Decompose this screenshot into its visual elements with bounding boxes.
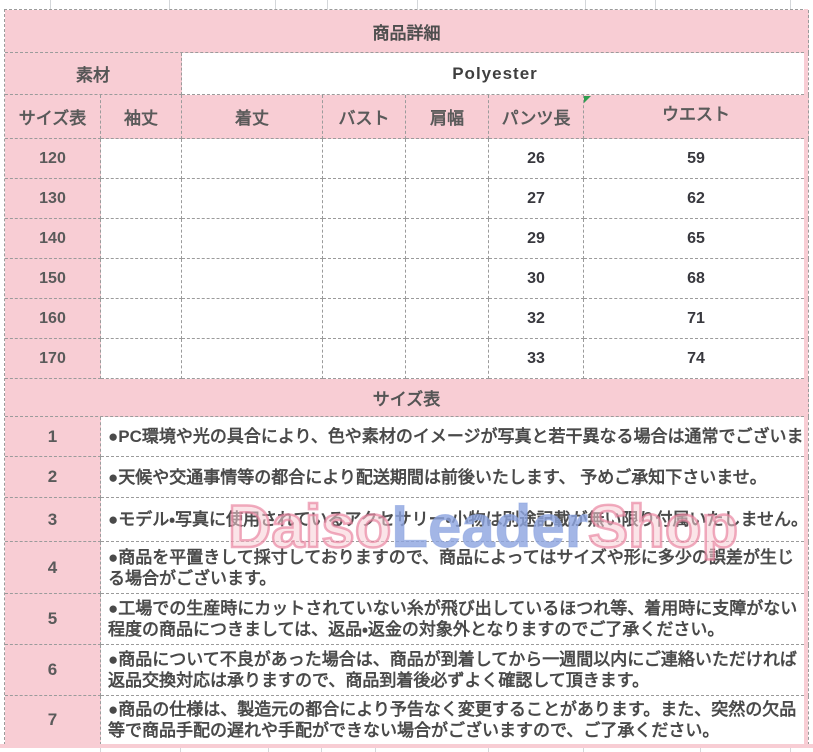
- size-label: 140: [5, 219, 101, 259]
- empty-cell: [101, 179, 182, 219]
- size-row-160: 160 32 71: [5, 299, 809, 339]
- note-row-5: 5 ●工場での生産時にカットされていない糸が飛び出しているほつれ等、着用時に支障…: [5, 594, 809, 645]
- waist-value: 74: [584, 339, 809, 379]
- note-text: ●商品を平置きして採寸しておりますので、商品によってはサイズや形に多少の誤差が生…: [101, 542, 809, 594]
- empty-cell: [406, 139, 489, 179]
- pants-length-value: 30: [489, 259, 584, 299]
- empty-cell: [101, 139, 182, 179]
- notes-banner-row: サイズ表: [5, 379, 809, 417]
- note-row-6: 6 ●商品について不良があった場合は、商品が到着してから一週間以内にご連絡いただ…: [5, 645, 809, 696]
- waist-value: 68: [584, 259, 809, 299]
- column-header-sleeve: 袖丈: [101, 95, 182, 139]
- empty-cell: [101, 339, 182, 379]
- pants-length-value: 27: [489, 179, 584, 219]
- waist-value: 71: [584, 299, 809, 339]
- empty-cell: [101, 299, 182, 339]
- empty-cell: [101, 259, 182, 299]
- empty-cell: [406, 299, 489, 339]
- column-header-pants: パンツ長: [489, 95, 584, 139]
- note-number: 7: [5, 696, 101, 745]
- column-header-shoulder: 肩幅: [406, 95, 489, 139]
- note-row-3: 3 ●モデル・写真に使用されているアクセサリー・小物は別途記載が無い限り付属いた…: [5, 498, 809, 542]
- size-label: 170: [5, 339, 101, 379]
- empty-cell: [406, 339, 489, 379]
- column-header-size: サイズ表: [5, 95, 101, 139]
- size-spec-table: 商品詳細 素材 Polyester サイズ表 袖丈 着丈 バスト 肩幅 パンツ長…: [4, 9, 809, 745]
- note-text: ●商品について不良があった場合は、商品が到着してから一週間以内にご連絡いただけれ…: [101, 645, 809, 696]
- spreadsheet-grid-bottom: [0, 748, 813, 752]
- note-number: 5: [5, 594, 101, 645]
- empty-cell: [182, 259, 323, 299]
- pants-length-value: 33: [489, 339, 584, 379]
- note-row-1: 1 ●PC環境や光の具合により、色や素材のイメージが写真と若干異なる場合は通常で…: [5, 417, 809, 457]
- waist-value: 62: [584, 179, 809, 219]
- empty-cell: [323, 139, 406, 179]
- note-number: 2: [5, 457, 101, 498]
- table-title-row: 商品詳細: [5, 10, 809, 53]
- note-number: 6: [5, 645, 101, 696]
- column-header-length: 着丈: [182, 95, 323, 139]
- empty-cell: [323, 179, 406, 219]
- empty-cell: [182, 219, 323, 259]
- size-row-170: 170 33 74: [5, 339, 809, 379]
- spreadsheet-grid-top: [0, 0, 813, 9]
- excel-error-marker-icon: [584, 96, 591, 103]
- empty-cell: [406, 259, 489, 299]
- note-row-4: 4 ●商品を平置きして採寸しておりますので、商品によってはサイズや形に多少の誤差…: [5, 542, 809, 594]
- empty-cell: [323, 219, 406, 259]
- table-bottom-band: [0, 744, 813, 748]
- note-text: ●工場での生産時にカットされていない糸が飛び出しているほつれ等、着用時に支障がな…: [101, 594, 809, 645]
- page-title: 商品詳細: [5, 10, 809, 53]
- note-text: ●天候や交通事情等の都合により配送期間は前後いたします、 予めご承知下さいませ。: [101, 457, 809, 498]
- empty-cell: [406, 179, 489, 219]
- column-header-bust: バスト: [323, 95, 406, 139]
- note-text: ●商品の仕様は、製造元の都合により予告なく変更することがあります。また、突然の欠…: [101, 696, 809, 745]
- size-label: 160: [5, 299, 101, 339]
- pants-length-value: 26: [489, 139, 584, 179]
- column-header-row: サイズ表 袖丈 着丈 バスト 肩幅 パンツ長 ウエスト: [5, 95, 809, 139]
- table-right-edge: [804, 9, 808, 744]
- size-row-120: 120 26 59: [5, 139, 809, 179]
- note-number: 3: [5, 498, 101, 542]
- empty-cell: [101, 219, 182, 259]
- empty-cell: [406, 219, 489, 259]
- size-label: 120: [5, 139, 101, 179]
- empty-cell: [323, 299, 406, 339]
- size-label: 150: [5, 259, 101, 299]
- notes-banner-title: サイズ表: [5, 379, 809, 417]
- empty-cell: [182, 299, 323, 339]
- material-value: Polyester: [182, 53, 809, 95]
- note-text: ●モデル・写真に使用されているアクセサリー・小物は別途記載が無い限り付属いたしま…: [101, 498, 809, 542]
- column-header-waist: ウエスト: [584, 95, 809, 139]
- empty-cell: [182, 339, 323, 379]
- waist-value: 65: [584, 219, 809, 259]
- note-number: 4: [5, 542, 101, 594]
- note-row-7: 7 ●商品の仕様は、製造元の都合により予告なく変更することがあります。また、突然…: [5, 696, 809, 745]
- note-text: ●PC環境や光の具合により、色や素材のイメージが写真と若干異なる場合は通常でござ…: [101, 417, 809, 457]
- empty-cell: [323, 259, 406, 299]
- waist-value: 59: [584, 139, 809, 179]
- pants-length-value: 29: [489, 219, 584, 259]
- note-row-2: 2 ●天候や交通事情等の都合により配送期間は前後いたします、 予めご承知下さいま…: [5, 457, 809, 498]
- empty-cell: [182, 139, 323, 179]
- material-label: 素材: [5, 53, 182, 95]
- pants-length-value: 32: [489, 299, 584, 339]
- size-row-140: 140 29 65: [5, 219, 809, 259]
- size-row-150: 150 30 68: [5, 259, 809, 299]
- empty-cell: [323, 339, 406, 379]
- note-number: 1: [5, 417, 101, 457]
- material-row: 素材 Polyester: [5, 53, 809, 95]
- empty-cell: [182, 179, 323, 219]
- size-row-130: 130 27 62: [5, 179, 809, 219]
- size-label: 130: [5, 179, 101, 219]
